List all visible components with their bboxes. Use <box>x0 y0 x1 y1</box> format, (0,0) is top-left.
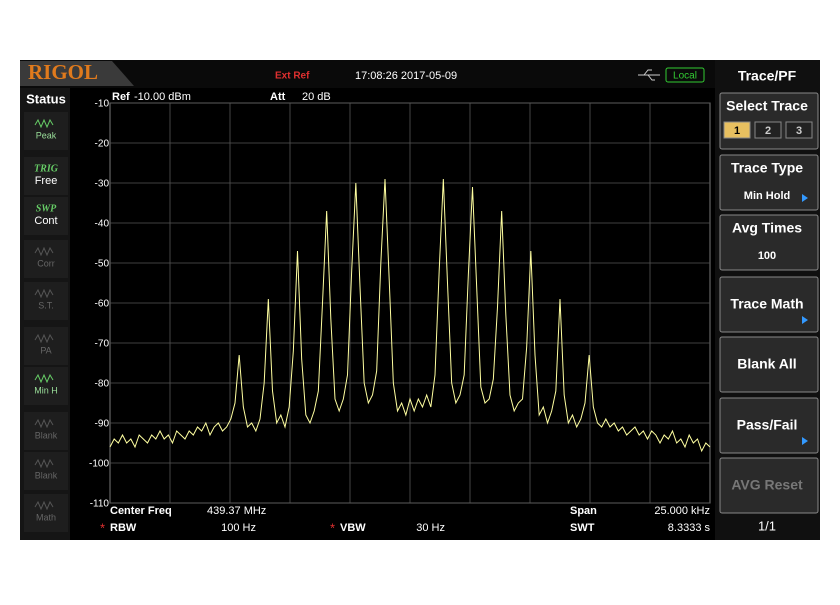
status-tag: SWP <box>36 203 57 214</box>
status-cell <box>24 240 68 278</box>
vbw-flag: * <box>330 520 335 535</box>
y-tick-label: -80 <box>95 379 110 390</box>
menu-button-label: Avg Times <box>732 220 802 236</box>
status-cell <box>24 157 68 195</box>
status-label: Blank <box>35 470 58 480</box>
y-tick-label: -70 <box>95 339 110 350</box>
trace-option[interactable] <box>785 121 813 139</box>
status-label: Corr <box>37 258 55 268</box>
status-title: Status <box>26 91 66 106</box>
status-cell <box>24 327 68 365</box>
center-freq-label: Center Freq <box>110 505 172 517</box>
status-cell <box>24 452 68 490</box>
ref-source: Ext Ref <box>275 71 310 82</box>
status-cell <box>24 412 68 450</box>
menu-button-label: Trace Math <box>730 296 803 312</box>
usb-icon <box>638 69 660 81</box>
menu-page: 1/1 <box>758 518 776 533</box>
swt-value: 8.3333 s <box>668 522 711 534</box>
menu-button[interactable] <box>719 457 819 514</box>
submenu-arrow <box>802 437 808 445</box>
rbw-flag: * <box>100 520 105 535</box>
submenu-arrow <box>802 194 808 202</box>
att-label: Att <box>270 91 286 103</box>
menu-button[interactable] <box>719 336 819 393</box>
remote-box <box>665 67 705 83</box>
status-icon <box>34 118 54 129</box>
menu-button[interactable] <box>719 276 819 333</box>
status-icon <box>34 458 54 469</box>
status-label: Free <box>35 175 58 187</box>
y-tick-label: -110 <box>90 499 110 510</box>
y-tick-label: -60 <box>95 299 110 310</box>
datetime: 17:08:26 2017-05-09 <box>355 70 457 82</box>
status-icon <box>34 288 54 299</box>
trace <box>109 178 711 453</box>
remote-state: Local <box>673 71 697 82</box>
trace-option-label: 3 <box>796 125 802 137</box>
y-tick-label: -90 <box>95 419 110 430</box>
trace-option[interactable] <box>754 121 782 139</box>
status-label: Peak <box>36 130 57 140</box>
status-tag: TRIG <box>34 163 59 174</box>
y-tick-label: -100 <box>89 459 109 470</box>
swt-label: SWT <box>570 522 595 534</box>
status-label: Cont <box>34 215 57 227</box>
status-label: PA <box>40 345 51 355</box>
y-tick-label: -30 <box>95 179 110 190</box>
span-value: 25.000 kHz <box>654 505 710 517</box>
trace-option-label: 2 <box>765 125 771 137</box>
rbw-label: RBW <box>110 522 137 534</box>
menu-button-label: Trace Type <box>731 160 803 176</box>
menu-button-label: Pass/Fail <box>737 417 798 433</box>
status-cell <box>24 367 68 405</box>
status-label: Min H <box>34 385 58 395</box>
vbw-label: VBW <box>340 522 366 534</box>
status-icon <box>34 373 54 384</box>
menu-button-label: AVG Reset <box>731 477 803 493</box>
status-icon <box>34 500 54 511</box>
status-icon <box>34 333 54 344</box>
status-icon <box>34 246 54 257</box>
status-cell <box>24 112 68 150</box>
status-cell <box>24 282 68 320</box>
menu-title: Trace/PF <box>738 68 797 84</box>
brand: RIGOL <box>28 60 98 84</box>
menu-button-label: Blank All <box>737 356 796 372</box>
trace-option[interactable] <box>723 121 751 139</box>
ref-label: Ref <box>112 91 130 103</box>
y-tick-label: -20 <box>95 139 110 150</box>
status-label: Blank <box>35 430 58 440</box>
y-tick-label: -10 <box>95 99 110 110</box>
menu-button-value: Min Hold <box>744 190 790 202</box>
menu-button[interactable] <box>719 214 819 271</box>
menu-button[interactable] <box>719 154 819 211</box>
vbw-value: 30 Hz <box>416 522 445 534</box>
plot: -10 -20 -30 -40 -50 -60 -70 -80 -90 -100 -110 <box>89 99 711 510</box>
status-label: Math <box>36 512 56 522</box>
status-cell <box>24 494 68 532</box>
status-cell <box>24 197 68 235</box>
y-tick-label: -50 <box>95 259 110 270</box>
status-icon <box>34 418 54 429</box>
top-bar <box>20 60 715 88</box>
center-freq-value: 439.37 MHz <box>207 505 266 517</box>
ref-value: -10.00 dBm <box>134 91 191 103</box>
menu: Select Trace 1 2 3 Trace Type Min Hold Avg Tim… <box>719 92 819 514</box>
submenu-arrow <box>802 316 808 324</box>
att-value: 20 dB <box>302 91 331 103</box>
logo-plate <box>20 61 134 86</box>
rbw-value: 100 Hz <box>221 522 256 534</box>
span-label: Span <box>570 505 597 517</box>
menu-button[interactable] <box>719 397 819 454</box>
trace-option-label: 1 <box>734 125 740 137</box>
select-trace-label: Select Trace <box>726 98 808 114</box>
menu-button-value: 100 <box>758 250 776 262</box>
y-tick-label: -40 <box>95 219 110 230</box>
status-label: S.T. <box>38 300 54 310</box>
